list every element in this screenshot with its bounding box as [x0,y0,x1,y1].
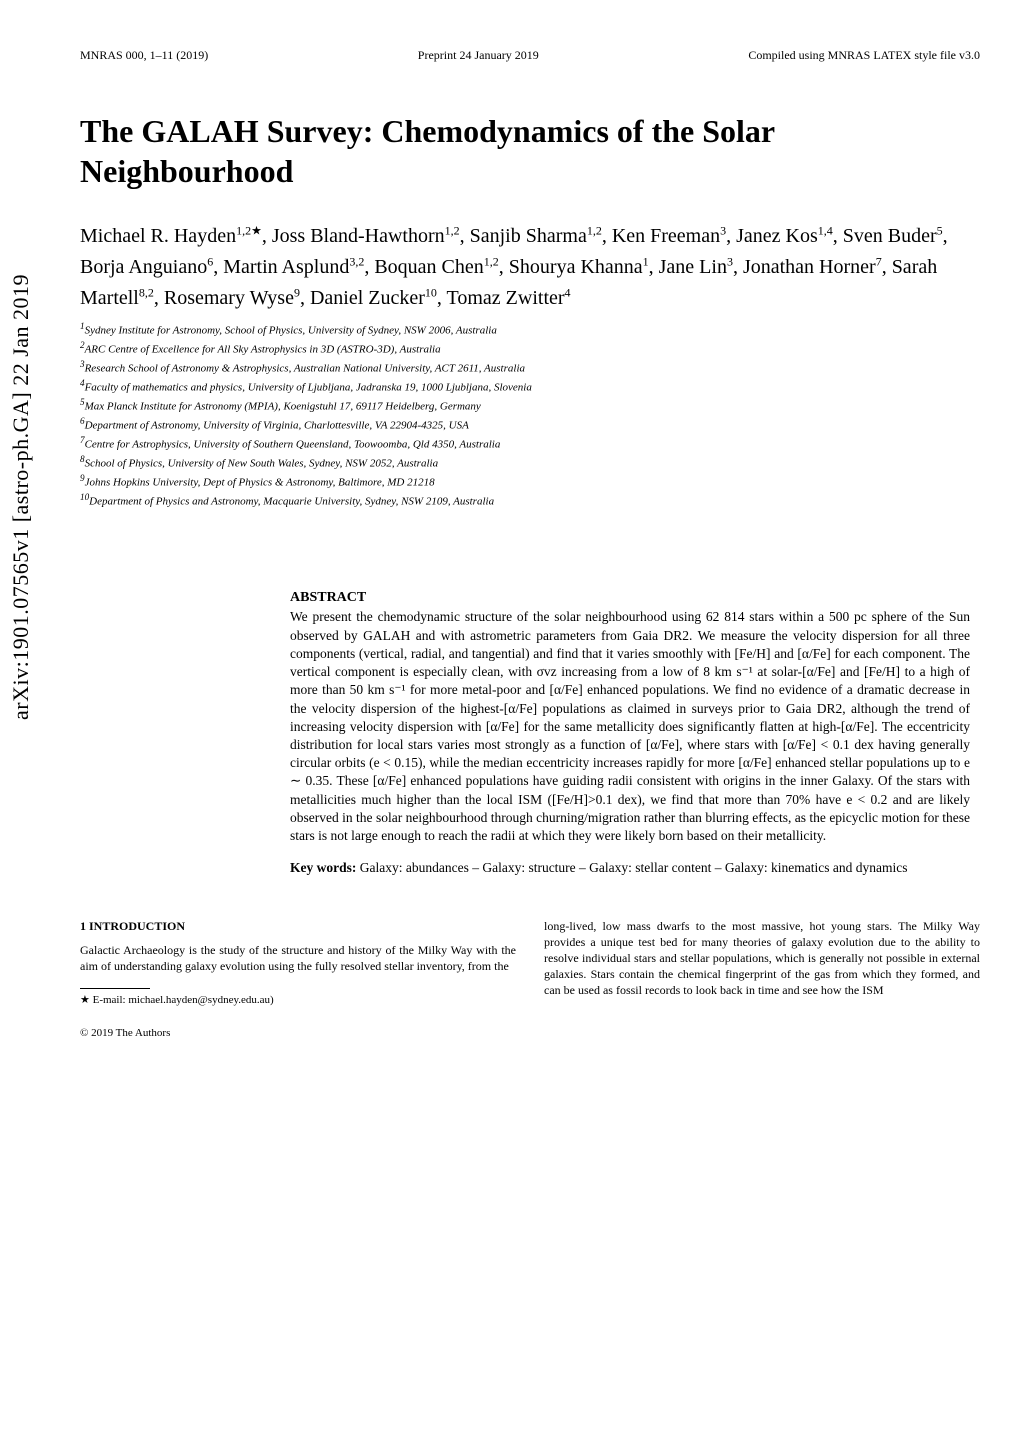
page-content: MNRAS 000, 1–11 (2019) Preprint 24 Janua… [80,48,980,1041]
keywords-text: Galaxy: abundances – Galaxy: structure –… [356,860,907,875]
header-line: MNRAS 000, 1–11 (2019) Preprint 24 Janua… [80,48,980,63]
abstract-block: ABSTRACT We present the chemodynamic str… [290,590,970,877]
affiliation-line: 6Department of Astronomy, University of … [80,415,980,434]
affiliations-list: 1Sydney Institute for Astronomy, School … [80,320,980,510]
keywords: Key words: Galaxy: abundances – Galaxy: … [290,859,970,877]
arxiv-stamp: arXiv:1901.07565v1 [astro-ph.GA] 22 Jan … [8,274,34,720]
affiliation-line: 3Research School of Astronomy & Astrophy… [80,358,980,377]
header-center: Preprint 24 January 2019 [418,48,539,63]
affiliation-line: 9Johns Hopkins University, Dept of Physi… [80,472,980,491]
abstract-heading: ABSTRACT [290,590,970,606]
affiliation-line: 10Department of Physics and Astronomy, M… [80,491,980,510]
affiliation-line: 2ARC Centre of Excellence for All Sky As… [80,339,980,358]
affiliation-line: 4Faculty of mathematics and physics, Uni… [80,377,980,396]
copyright: © 2019 The Authors [80,1026,516,1041]
footnote-email: ★ E-mail: michael.hayden@sydney.edu.au) [80,993,516,1008]
affiliation-line: 1Sydney Institute for Astronomy, School … [80,320,980,339]
section-1-heading: 1 INTRODUCTION [80,918,516,934]
right-column: long-lived, low mass dwarfs to the most … [544,918,980,1041]
section-1-left-text: Galactic Archaeology is the study of the… [80,942,516,974]
affiliation-line: 5Max Planck Institute for Astronomy (MPI… [80,396,980,415]
footnote-rule [80,988,150,989]
header-left: MNRAS 000, 1–11 (2019) [80,48,208,63]
left-column: 1 INTRODUCTION Galactic Archaeology is t… [80,918,516,1041]
paper-title: The GALAH Survey: Chemodynamics of the S… [80,111,980,191]
body-columns: 1 INTRODUCTION Galactic Archaeology is t… [80,918,980,1041]
keywords-label: Key words: [290,860,356,875]
affiliation-line: 8School of Physics, University of New So… [80,453,980,472]
section-1-right-text: long-lived, low mass dwarfs to the most … [544,918,980,999]
affiliation-line: 7Centre for Astrophysics, University of … [80,434,980,453]
header-right: Compiled using MNRAS LATEX style file v3… [748,48,980,63]
authors-list: Michael R. Hayden1,2★, Joss Bland-Hawtho… [80,221,980,314]
abstract-text: We present the chemodynamic structure of… [290,608,970,845]
